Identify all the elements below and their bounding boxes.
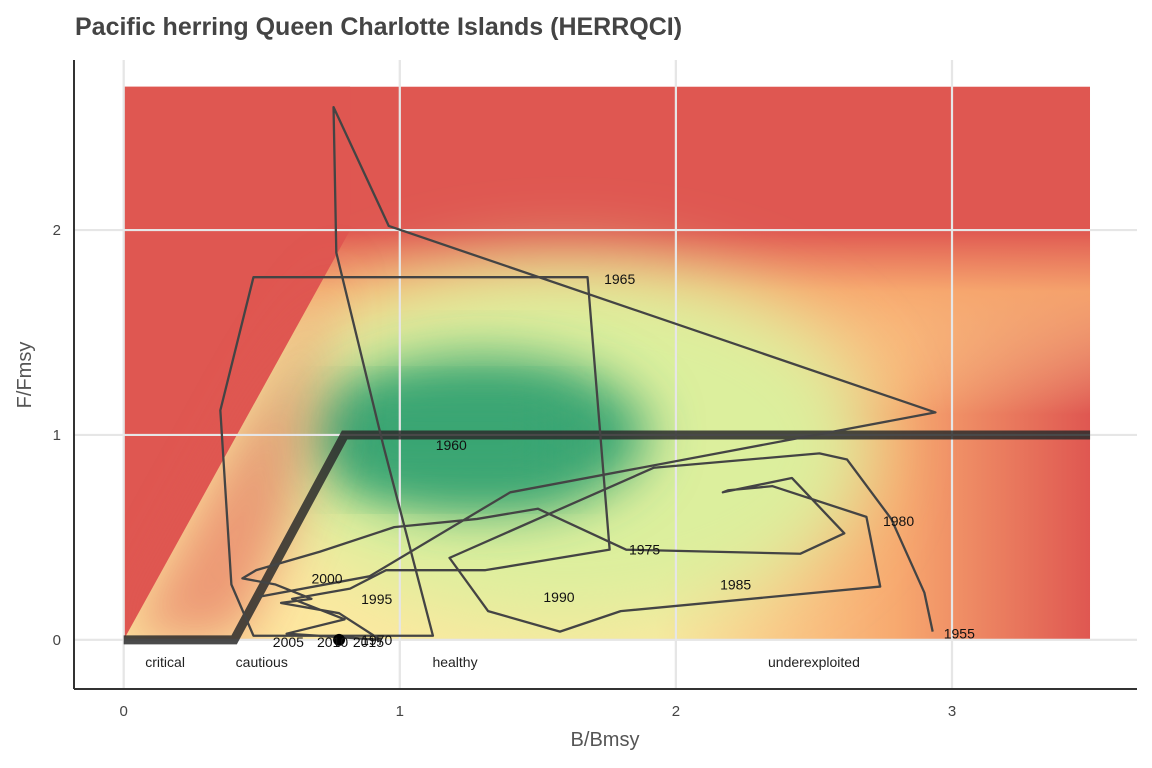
zone-label: critical — [145, 654, 185, 670]
trajectory — [219, 105, 937, 646]
trajectory-line — [219, 105, 937, 641]
zone-labels: critical cautious healthy underexploited — [145, 654, 860, 670]
year-label: 1995 — [361, 591, 392, 607]
x-tick-label: 3 — [948, 703, 956, 720]
zone-left-red — [123, 86, 351, 640]
year-labels: 1955 1960 1965 1970 1975 1980 1985 1990 1995 2000… — [273, 271, 975, 650]
x-tick-label: 2 — [672, 703, 680, 720]
zone-label: healthy — [432, 654, 477, 670]
x-tick-label: 0 — [120, 703, 128, 720]
year-label: 2015 — [353, 634, 384, 650]
y-axis-title: F/Fmsy — [14, 342, 36, 409]
year-label: 2005 — [273, 634, 304, 650]
year-label: 1955 — [944, 626, 975, 642]
year-label: 1975 — [629, 542, 660, 558]
final-year-point — [333, 633, 346, 646]
x-tick-label: 1 — [396, 703, 404, 720]
control-rule — [123, 430, 1091, 645]
chart-title: Pacific herring Queen Charlotte Islands … — [75, 13, 682, 41]
y-tick-label: 1 — [53, 427, 61, 444]
year-label: 2000 — [311, 570, 342, 586]
axes: 0 1 2 3 0 1 2 — [53, 60, 1137, 720]
zone-label: underexploited — [768, 654, 860, 670]
year-label: 1985 — [720, 577, 751, 593]
year-label: 1960 — [436, 437, 467, 453]
year-label: 1970 — [361, 632, 392, 648]
zone-label: cautious — [236, 654, 288, 670]
y-tick-label: 0 — [53, 632, 61, 649]
year-label: 1990 — [543, 589, 574, 605]
x-axis-title: B/Bmsy — [571, 729, 640, 751]
year-label: 2010 — [317, 634, 348, 650]
control-rule-line — [123, 430, 1091, 645]
background-zones — [123, 86, 1091, 640]
year-label: 1965 — [604, 271, 635, 287]
stock-status-background — [123, 86, 1091, 640]
y-tick-label: 2 — [53, 222, 61, 239]
year-label: 1980 — [883, 513, 914, 529]
